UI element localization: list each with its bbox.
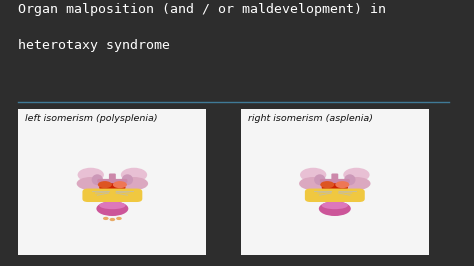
Text: right isomerism (asplenia): right isomerism (asplenia) <box>248 114 373 123</box>
FancyBboxPatch shape <box>241 109 429 255</box>
FancyBboxPatch shape <box>305 189 365 202</box>
Ellipse shape <box>342 177 371 190</box>
Ellipse shape <box>103 217 109 220</box>
Ellipse shape <box>314 174 326 185</box>
Text: left isomerism (polysplenia): left isomerism (polysplenia) <box>25 114 158 123</box>
Ellipse shape <box>122 174 133 185</box>
Ellipse shape <box>322 202 348 209</box>
FancyBboxPatch shape <box>112 179 128 183</box>
Ellipse shape <box>120 177 148 190</box>
Ellipse shape <box>319 201 351 216</box>
Ellipse shape <box>300 168 327 182</box>
Ellipse shape <box>77 177 105 190</box>
FancyBboxPatch shape <box>97 179 112 183</box>
Ellipse shape <box>78 168 104 182</box>
Ellipse shape <box>91 174 103 185</box>
Ellipse shape <box>99 183 126 193</box>
Ellipse shape <box>121 168 147 182</box>
Text: heterotaxy syndrome: heterotaxy syndrome <box>18 39 170 52</box>
Text: Organ malposition (and / or maldevelopment) in: Organ malposition (and / or maldevelopme… <box>18 3 386 16</box>
Ellipse shape <box>343 168 370 182</box>
Ellipse shape <box>322 183 348 193</box>
Ellipse shape <box>335 181 349 188</box>
Ellipse shape <box>99 202 126 209</box>
Ellipse shape <box>96 201 128 216</box>
Ellipse shape <box>299 177 327 190</box>
Ellipse shape <box>344 174 356 185</box>
FancyBboxPatch shape <box>331 173 338 186</box>
Ellipse shape <box>113 181 127 188</box>
FancyBboxPatch shape <box>320 179 335 183</box>
FancyBboxPatch shape <box>82 189 142 202</box>
FancyBboxPatch shape <box>335 179 350 183</box>
Ellipse shape <box>98 181 112 188</box>
FancyBboxPatch shape <box>18 109 206 255</box>
Ellipse shape <box>320 181 334 188</box>
Ellipse shape <box>116 217 122 220</box>
Ellipse shape <box>109 218 115 221</box>
FancyBboxPatch shape <box>109 173 116 186</box>
